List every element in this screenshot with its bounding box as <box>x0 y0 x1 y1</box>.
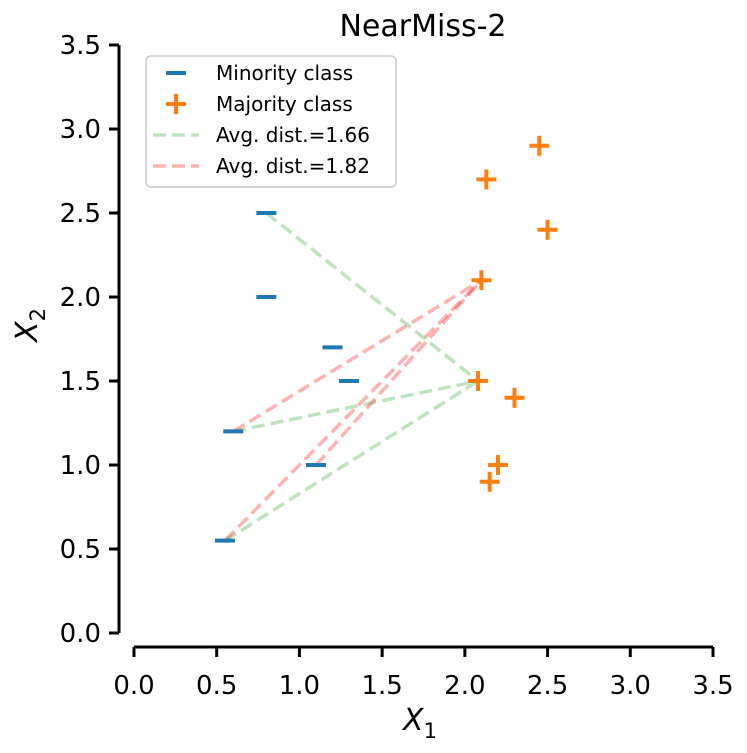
majority-point <box>468 371 489 391</box>
chart-title: NearMiss-2 <box>339 9 506 44</box>
x-tick-label: 1.5 <box>361 671 402 701</box>
majority-point <box>537 219 558 240</box>
distance-line <box>224 379 480 543</box>
x-tick-label: 3.5 <box>692 671 733 701</box>
y-axis-label: X2 <box>10 308 50 344</box>
y-tick-label: 1.0 <box>60 451 101 481</box>
y-tick-label: 3.5 <box>60 31 101 61</box>
x-tick-label: 2.5 <box>527 671 568 701</box>
distance-lines <box>223 211 483 543</box>
distance-line <box>232 278 483 433</box>
distance-line <box>265 211 480 383</box>
legend-label: Minority class <box>216 61 353 85</box>
legend-box <box>145 55 397 188</box>
distance-line <box>314 279 483 467</box>
y-tick-label: 2.0 <box>60 283 101 313</box>
y-tick-label: 0.0 <box>60 619 101 649</box>
x-axis-label: X1 <box>401 703 437 743</box>
majority-point <box>487 455 508 475</box>
axes: 0.0 0.5 1.0 1.5 2.0 2.5 3.0 3.5 0.0 0.5 1.0 1.5 2.0 2… <box>10 31 734 743</box>
majority-point <box>479 471 500 492</box>
y-tick-label: 1.5 <box>60 367 101 397</box>
x-tick-label: 0.0 <box>113 671 154 701</box>
majority-point <box>471 270 492 291</box>
distance-line <box>232 379 479 434</box>
distance-line <box>223 278 483 542</box>
legend-label: Avg. dist.=1.82 <box>216 154 370 178</box>
data-points <box>214 135 558 543</box>
x-tick-label: 3.0 <box>610 671 651 701</box>
x-tick-label: 2.0 <box>444 671 485 701</box>
y-tick-label: 0.5 <box>60 535 101 565</box>
legend-label: Majority class <box>216 92 353 116</box>
majority-point <box>529 135 550 156</box>
x-tick-label: 0.5 <box>196 671 237 701</box>
legend: Minority class Majority class Avg. dist.=1… <box>145 55 397 188</box>
majority-point <box>504 387 525 408</box>
legend-label: Avg. dist.=1.66 <box>216 123 370 147</box>
y-tick-label: 3.0 <box>60 115 101 145</box>
majority-point <box>476 169 497 190</box>
y-tick-label: 2.5 <box>60 199 101 229</box>
x-tick-label: 1.0 <box>279 671 320 701</box>
